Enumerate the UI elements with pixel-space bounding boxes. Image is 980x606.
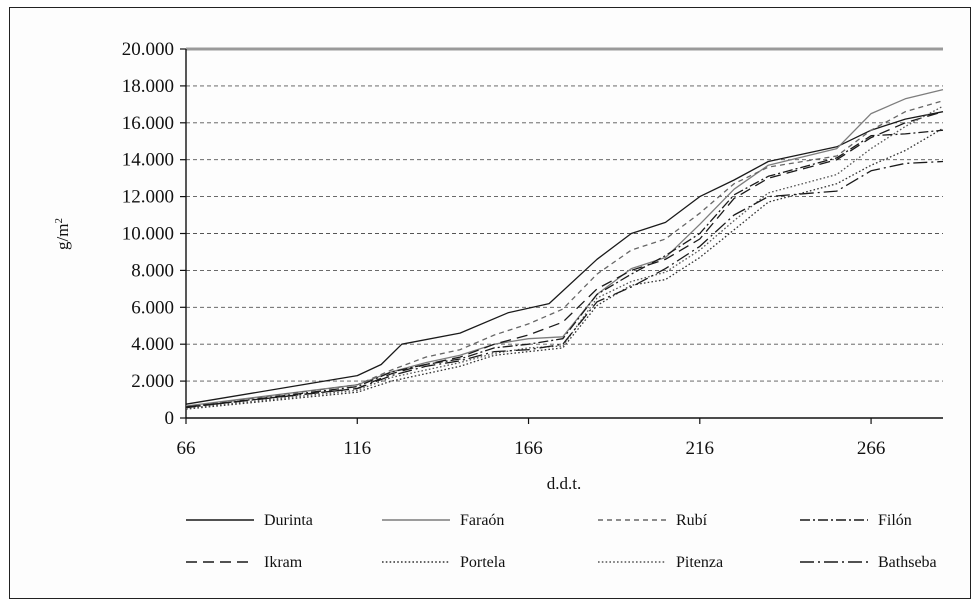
legend-item-filón: Filón	[800, 512, 912, 529]
series-line-filón	[185, 129, 944, 409]
y-tick-label-4: 8.000	[131, 260, 174, 281]
x-tick-label-0: 66	[177, 438, 196, 459]
y-tick-label-9: 18.000	[122, 76, 174, 97]
x-tick-label-3: 216	[686, 438, 715, 459]
series-line-faraón	[185, 88, 944, 407]
gridlines	[186, 47, 943, 382]
legend-label-ikram: Ikram	[264, 554, 303, 571]
legend-label-rubí: Rubí	[676, 512, 708, 529]
x-tick-label-1: 116	[343, 438, 371, 459]
y-tick-label-2: 4.000	[131, 334, 174, 355]
y-tick-label-5: 10.000	[122, 224, 174, 245]
legend-label-bathseba: Bathseba	[878, 554, 937, 571]
x-tick-label-4: 266	[857, 438, 886, 459]
y-tick-label-3: 6.000	[131, 297, 174, 318]
legend-item-bathseba: Bathseba	[800, 554, 937, 571]
y-tick-label-10: 20.000	[122, 39, 174, 60]
series-line-pitenza	[185, 105, 944, 410]
y-tick-label-0: 0	[165, 408, 175, 429]
svg-text:g/m2: g/m2	[53, 218, 72, 250]
series-lines	[185, 88, 944, 410]
legend-label-faraón: Faraón	[460, 512, 504, 529]
chart-frame	[9, 7, 971, 599]
axes	[180, 48, 943, 424]
series-line-rubí	[185, 100, 944, 408]
legend-item-ikram: Ikram	[186, 554, 303, 571]
y-tick-label-8: 16.000	[122, 113, 174, 134]
y-axis-label-superscript: 2	[53, 218, 65, 224]
y-tick-label-1: 2.000	[131, 371, 174, 392]
y-tick-labels: 0 2.000 4.000 6.000 8.000 10.000 12.000 14.000 1…	[122, 39, 174, 429]
x-tick-labels: 66 116 166 216 266	[177, 438, 886, 459]
legend-item-portela: Portela	[382, 554, 505, 571]
series-line-ikram	[185, 111, 944, 408]
legend-label-filón: Filón	[878, 512, 912, 529]
x-tick-label-2: 166	[514, 438, 543, 459]
y-axis-label-text: g/m	[53, 224, 72, 250]
legend-item-rubí: Rubí	[598, 512, 708, 529]
y-tick-label-6: 12.000	[122, 187, 174, 208]
legend-label-pitenza: Pitenza	[676, 554, 723, 571]
x-axis-label: d.d.t.	[547, 474, 581, 493]
series-line-durinta	[185, 111, 944, 405]
legend: Durinta Faraón Rubí Filón Ikram Portela Pitenz…	[186, 512, 937, 571]
y-tick-label-7: 14.000	[122, 150, 174, 171]
y-axis-label: g/m2	[53, 218, 72, 250]
legend-label-durinta: Durinta	[264, 512, 313, 529]
legend-label-portela: Portela	[460, 554, 505, 571]
legend-item-faraón: Faraón	[382, 512, 504, 529]
series-line-portela	[185, 127, 944, 410]
legend-item-pitenza: Pitenza	[598, 554, 723, 571]
legend-item-durinta: Durinta	[186, 512, 313, 529]
series-line-bathseba	[185, 160, 944, 408]
